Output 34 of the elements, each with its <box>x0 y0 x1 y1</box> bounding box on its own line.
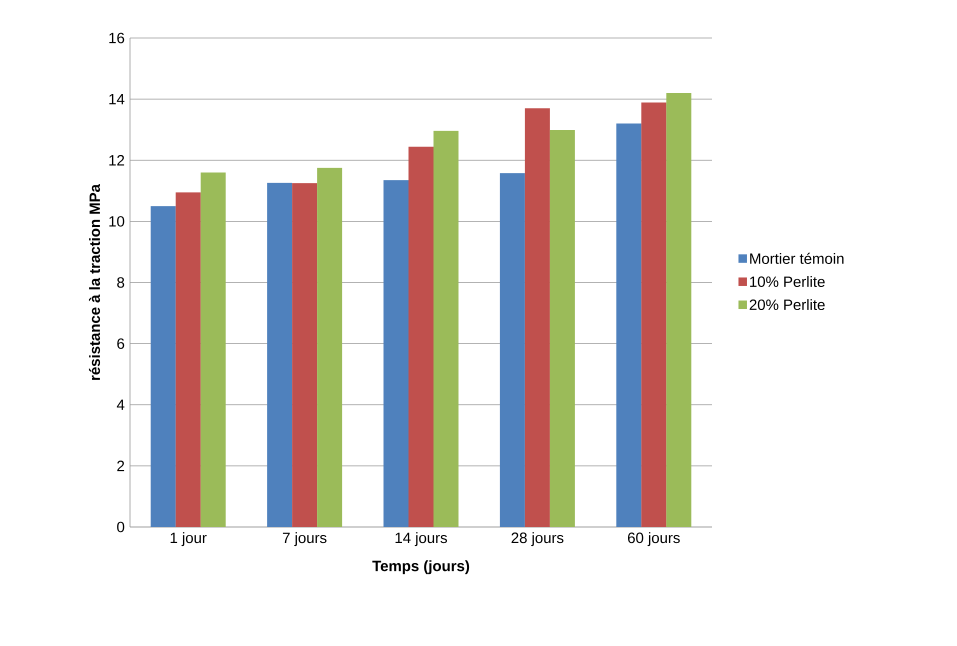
y-tick-label: 12 <box>109 155 124 166</box>
legend-label: 10% Perlite <box>750 276 825 288</box>
y-tick-label: 8 <box>117 277 124 288</box>
bar <box>550 130 575 527</box>
bar <box>641 102 666 527</box>
bar <box>666 92 692 527</box>
bar <box>317 168 342 527</box>
legend-label: Mortier témoin <box>750 252 844 264</box>
y-tick-label: 14 <box>109 94 124 104</box>
x-tick-label: 1 jour <box>170 532 207 546</box>
y-axis-title: résistance à la traction MPa <box>88 184 100 380</box>
y-tick-label: 16 <box>109 32 124 44</box>
y-tick-label: 0 <box>117 522 124 532</box>
y-tick-label: 10 <box>109 216 124 227</box>
bar <box>408 146 434 527</box>
bar <box>267 182 292 527</box>
bar <box>500 173 525 527</box>
x-tick-label: 14 jours <box>396 532 448 546</box>
bar <box>200 172 226 527</box>
bar <box>292 183 318 527</box>
y-tick-label: 6 <box>117 338 124 349</box>
x-tick-label: 60 jours <box>628 532 680 546</box>
y-tick-label: 4 <box>116 400 124 410</box>
x-tick-label: 7 jours <box>282 532 326 546</box>
bar <box>616 124 642 527</box>
y-tick-label: 2 <box>117 460 124 472</box>
bar <box>150 206 176 527</box>
legend-label: 20% Perlite <box>750 299 825 310</box>
bar <box>384 180 409 527</box>
bar <box>176 192 201 527</box>
bar <box>434 130 459 527</box>
x-axis-title: Temps (jours) <box>372 560 470 574</box>
bar <box>524 108 550 527</box>
x-tick-label: 28 jours <box>512 532 564 546</box>
